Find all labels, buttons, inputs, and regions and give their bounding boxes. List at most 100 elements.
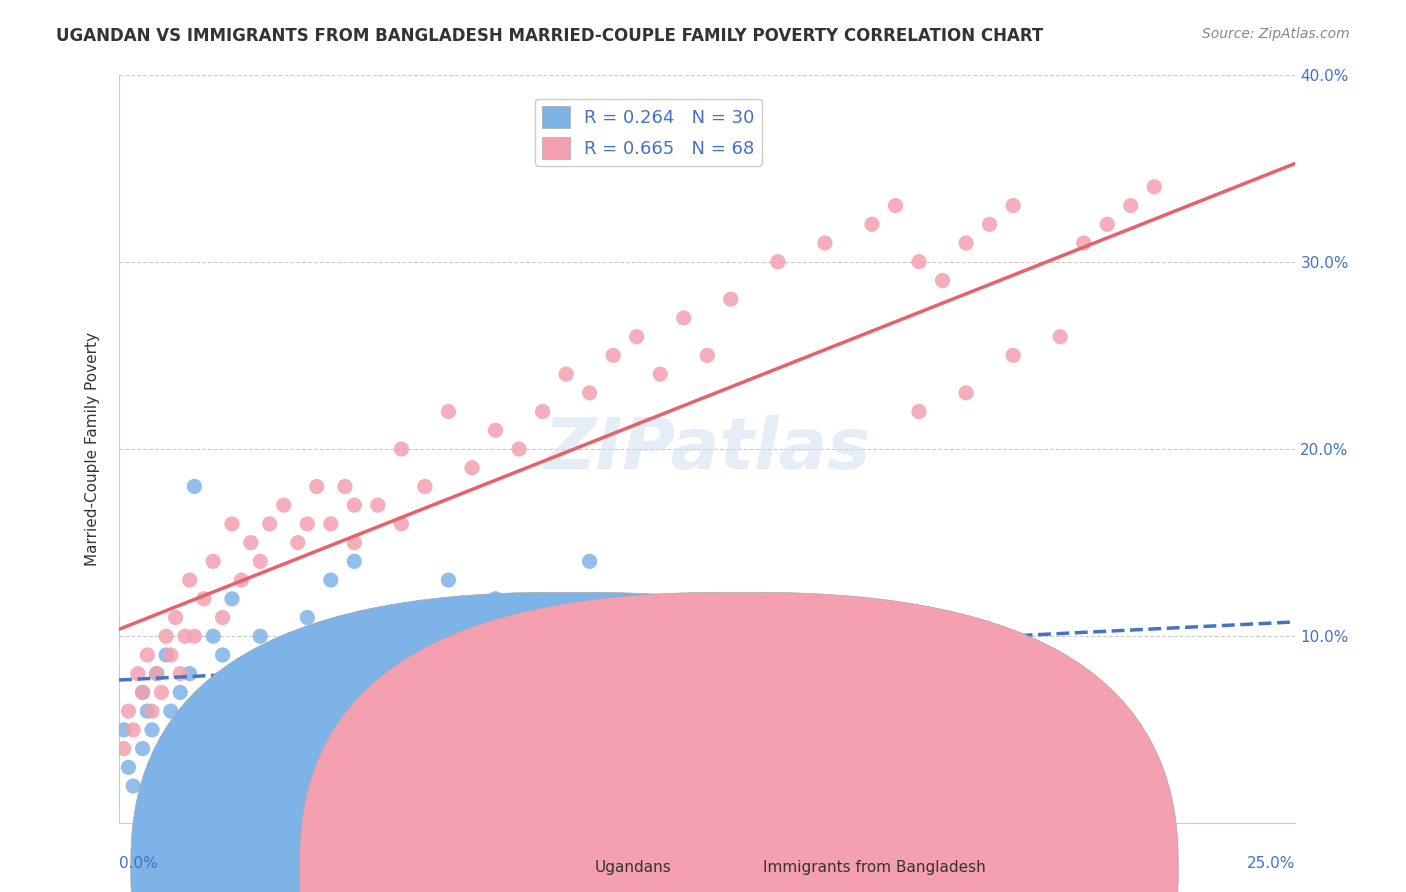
Point: [159, 648, 181, 662]
Point: [389, 516, 412, 531]
Point: [141, 723, 163, 737]
Point: [1143, 179, 1166, 194]
Point: [165, 610, 187, 624]
Point: [221, 516, 243, 531]
Point: [112, 723, 135, 737]
Point: [343, 498, 366, 512]
Point: [389, 442, 412, 456]
Point: [273, 666, 295, 681]
Point: [287, 535, 309, 549]
Point: [1073, 235, 1095, 250]
Point: [602, 348, 624, 362]
Point: [117, 704, 139, 718]
Point: [860, 217, 883, 231]
Point: [131, 685, 153, 699]
Point: [159, 704, 181, 718]
Point: [273, 498, 295, 512]
Point: [389, 610, 412, 624]
Y-axis label: Married-Couple Family Poverty: Married-Couple Family Poverty: [86, 332, 100, 566]
Point: [202, 554, 225, 568]
Point: [555, 367, 578, 381]
Point: [211, 610, 233, 624]
Point: [766, 797, 789, 812]
Point: [231, 573, 253, 587]
Point: [259, 516, 281, 531]
Point: [696, 348, 718, 362]
Point: [955, 235, 977, 250]
Text: Ugandans: Ugandans: [595, 861, 672, 875]
Point: [122, 723, 145, 737]
Point: [508, 442, 530, 456]
Point: [343, 554, 366, 568]
Point: [979, 217, 1001, 231]
Point: [211, 648, 233, 662]
Point: [136, 704, 159, 718]
Point: [179, 666, 201, 681]
Point: [1002, 198, 1025, 212]
Point: [484, 591, 506, 606]
Point: [112, 741, 135, 756]
Point: [908, 254, 931, 268]
Point: [179, 573, 201, 587]
Point: [578, 554, 600, 568]
Point: [249, 629, 271, 643]
Point: [155, 648, 177, 662]
Point: [437, 404, 460, 418]
Point: [183, 629, 205, 643]
Point: [131, 685, 153, 699]
Point: [169, 666, 191, 681]
Point: [1097, 217, 1119, 231]
Text: Immigrants from Bangladesh: Immigrants from Bangladesh: [763, 861, 986, 875]
Point: [150, 760, 173, 774]
Point: [413, 479, 436, 493]
Point: [305, 479, 328, 493]
Point: [169, 685, 191, 699]
Point: [672, 310, 695, 325]
Point: [720, 292, 742, 306]
Point: [1119, 198, 1142, 212]
Point: [193, 591, 215, 606]
Text: Source: ZipAtlas.com: Source: ZipAtlas.com: [1202, 27, 1350, 41]
Point: [131, 741, 153, 756]
Point: [437, 573, 460, 587]
Point: [202, 629, 225, 643]
Point: [766, 254, 789, 268]
Point: [297, 610, 319, 624]
Point: [239, 535, 262, 549]
Point: [319, 573, 342, 587]
Point: [141, 704, 163, 718]
Point: [221, 591, 243, 606]
Text: UGANDAN VS IMMIGRANTS FROM BANGLADESH MARRIED-COUPLE FAMILY POVERTY CORRELATION : UGANDAN VS IMMIGRANTS FROM BANGLADESH MA…: [56, 27, 1043, 45]
Point: [122, 779, 145, 793]
Point: [461, 460, 484, 475]
Point: [145, 666, 167, 681]
Point: [150, 685, 173, 699]
Point: [136, 648, 159, 662]
Point: [672, 779, 695, 793]
Point: [249, 554, 271, 568]
Point: [127, 666, 149, 681]
Point: [1025, 648, 1047, 662]
Point: [155, 629, 177, 643]
Text: 0.0%: 0.0%: [120, 856, 157, 871]
Point: [165, 723, 187, 737]
Point: [814, 235, 837, 250]
Point: [1049, 666, 1071, 681]
Point: [931, 273, 953, 287]
Point: [1049, 329, 1071, 343]
Point: [955, 385, 977, 400]
Legend: R = 0.264   N = 30, R = 0.665   N = 68: R = 0.264 N = 30, R = 0.665 N = 68: [536, 98, 762, 166]
Point: [1002, 348, 1025, 362]
Point: [343, 535, 366, 549]
Point: [484, 423, 506, 437]
Point: [650, 367, 672, 381]
Point: [183, 479, 205, 493]
Point: [531, 404, 554, 418]
Point: [333, 479, 356, 493]
Point: [117, 760, 139, 774]
Text: 25.0%: 25.0%: [1247, 856, 1295, 871]
Point: [884, 198, 907, 212]
Text: ZIPatlas: ZIPatlas: [544, 415, 870, 483]
Point: [578, 385, 600, 400]
Point: [367, 498, 389, 512]
